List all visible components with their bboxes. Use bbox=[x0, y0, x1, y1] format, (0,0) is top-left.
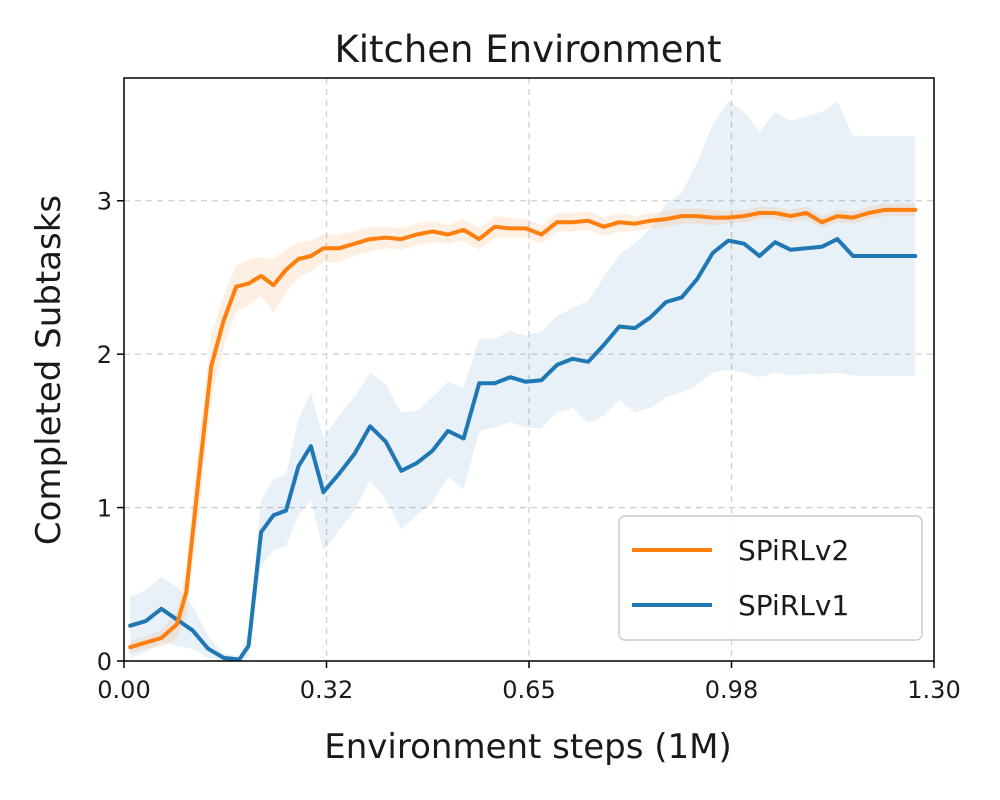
x-axis-label: Environment steps (1M) bbox=[324, 727, 731, 767]
legend-box bbox=[618, 515, 923, 641]
x-tick-label: 0.98 bbox=[705, 676, 758, 704]
legend: SPiRLv2 SPiRLv1 bbox=[618, 515, 923, 641]
y-tick-label: 2 bbox=[97, 341, 112, 369]
x-tick-label: 0.65 bbox=[502, 676, 555, 704]
x-tick-label: 0.32 bbox=[300, 676, 353, 704]
legend-label-spirlv2: SPiRLv2 bbox=[738, 534, 849, 567]
y-tick-label: 1 bbox=[97, 495, 112, 523]
y-tick-label: 0 bbox=[97, 648, 112, 676]
y-tick-label: 3 bbox=[97, 188, 112, 216]
y-axis-label: Completed Subtasks bbox=[29, 195, 69, 545]
axis-ticks: 0.00 0.32 0.65 0.98 1.30 0 1 2 3 bbox=[97, 188, 961, 704]
series-lines bbox=[128, 207, 918, 662]
series-line-spirlv2 bbox=[128, 207, 918, 650]
x-tick-label: 1.30 bbox=[907, 676, 960, 704]
series-line-spirlv1 bbox=[128, 237, 918, 662]
x-tick-label: 0.00 bbox=[97, 676, 150, 704]
chart-title: Kitchen Environment bbox=[334, 28, 721, 71]
legend-label-spirlv1: SPiRLv1 bbox=[738, 589, 849, 622]
